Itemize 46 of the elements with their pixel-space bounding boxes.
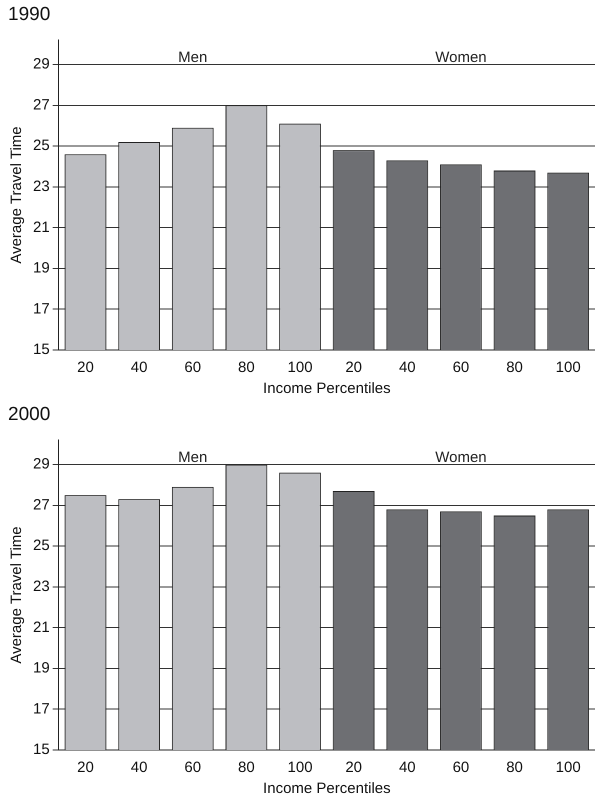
y-tick-label: 17 — [32, 700, 50, 718]
y-tick-label: 29 — [32, 56, 50, 73]
x-tick-label: 80 — [238, 759, 255, 776]
chart-title: 1990 — [8, 4, 50, 26]
annotation: Women — [435, 49, 487, 66]
x-axis-title: Income Percentiles — [263, 780, 391, 798]
y-tick-label: 15 — [32, 341, 50, 358]
x-axis-title: Income Percentiles — [263, 380, 391, 398]
y-tick-label: 17 — [32, 300, 50, 318]
x-tick-label: 80 — [506, 359, 523, 376]
y-axis-title: Average Travel Time — [8, 526, 26, 664]
x-tick-label: 100 — [556, 359, 581, 376]
x-tick-label: 20 — [77, 759, 94, 776]
y-tick-label: 27 — [32, 496, 50, 514]
y-tick-label: 29 — [32, 456, 50, 473]
y-tick-label: 23 — [32, 578, 50, 595]
y-tick-label: 27 — [32, 96, 50, 114]
y-tick-label: 21 — [32, 618, 50, 636]
x-tick-label: 20 — [77, 359, 94, 376]
x-tick-label: 100 — [288, 359, 313, 376]
y-tick-label: 23 — [32, 178, 50, 195]
x-tick-label: 60 — [452, 359, 470, 376]
x-tick-label: 20 — [345, 759, 362, 776]
annotation: Men — [178, 449, 208, 466]
x-tick-label: 40 — [398, 359, 416, 376]
annotation: Men — [178, 49, 208, 66]
x-tick-label: 60 — [184, 359, 202, 376]
y-tick-label: 25 — [32, 137, 50, 154]
y-tick-label: 25 — [32, 537, 50, 554]
chart-title: 2000 — [8, 404, 50, 426]
annotation: Women — [435, 449, 487, 466]
x-tick-label: 100 — [288, 759, 313, 776]
x-tick-label: 40 — [130, 359, 148, 376]
x-tick-label: 20 — [345, 359, 362, 376]
y-tick-label: 19 — [32, 660, 50, 677]
x-tick-label: 40 — [398, 759, 416, 776]
x-tick-label: 80 — [506, 759, 523, 776]
x-tick-label: 80 — [238, 359, 255, 376]
y-tick-label: 21 — [32, 218, 50, 236]
x-tick-label: 100 — [556, 759, 581, 776]
y-tick-label: 19 — [32, 260, 50, 277]
x-tick-label: 60 — [184, 759, 202, 776]
x-tick-label: 60 — [452, 759, 470, 776]
x-tick-label: 40 — [130, 759, 148, 776]
y-tick-label: 15 — [32, 741, 50, 758]
y-axis-title: Average Travel Time — [8, 126, 26, 264]
